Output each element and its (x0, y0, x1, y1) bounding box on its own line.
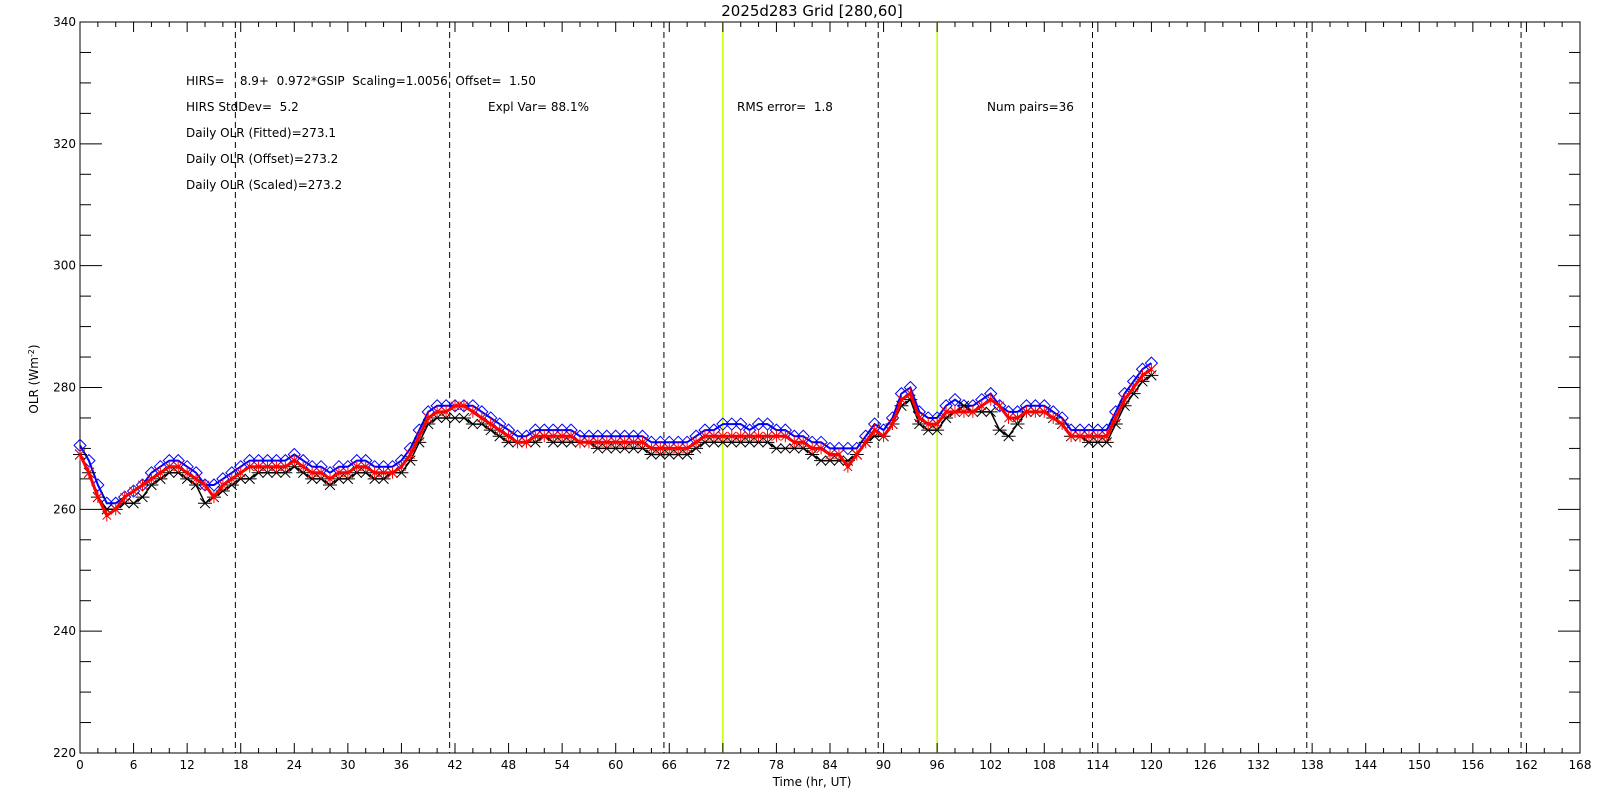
x-tick-label: 48 (501, 758, 516, 772)
y-axis-label-close: ) (27, 344, 41, 349)
x-tick-label: 18 (233, 758, 248, 772)
x-tick-label: 12 (180, 758, 195, 772)
y-axis-label-text: OLR (Wm (27, 357, 41, 414)
annotation-daily-scaled: Daily OLR (Scaled)=273.2 (186, 178, 342, 192)
annotation-rms-error: RMS error= 1.8 (737, 100, 833, 114)
y-axis-label: OLR (Wm-2) (27, 344, 42, 413)
fitted-point (751, 417, 766, 431)
x-tick-label: 96 (930, 758, 945, 772)
y-tick-label: 260 (53, 502, 76, 516)
y-tick-label: 240 (53, 624, 76, 638)
x-tick-label: 6 (130, 758, 138, 772)
annotation-regression: HIRS= 8.9+ 0.972*GSIP Scaling=1.0056 Off… (186, 74, 536, 88)
x-tick-label: 42 (447, 758, 462, 772)
plot-area: 0 6 12 18 24 30 36 42 48 54 60 66 72 78 84 90 96 102 108 11… (53, 15, 1591, 772)
annotation-daily-offset: Daily OLR (Offset)=273.2 (186, 152, 338, 166)
fitted-point (948, 392, 962, 407)
x-tick-label: 150 (1408, 758, 1431, 772)
annotation-expl-var: Expl Var= 88.1% (488, 100, 589, 114)
chart-title: 2025d283 Grid [280,60] (721, 2, 903, 20)
x-tick-label: 54 (555, 758, 570, 772)
x-axis-label: Time (hr, UT) (772, 775, 852, 789)
fitted-point (734, 417, 748, 431)
x-tick-label: 114 (1086, 758, 1109, 772)
x-tick-label: 108 (1033, 758, 1056, 772)
fitted-point (716, 417, 730, 431)
x-tick-label: 162 (1515, 758, 1538, 772)
fitted-point (725, 417, 739, 431)
x-tick-label: 84 (822, 758, 837, 772)
x-tick-label: 0 (76, 758, 84, 772)
x-tick-label: 126 (1194, 758, 1217, 772)
fitted-line (79, 362, 1152, 505)
x-tick-label: 30 (340, 758, 355, 772)
fitted-point (760, 417, 775, 431)
x-tick-label: 102 (979, 758, 1002, 772)
annotation-num-pairs: Num pairs=36 (987, 100, 1074, 114)
x-tick-label: 78 (769, 758, 784, 772)
y-tick-label: 280 (53, 381, 76, 395)
x-tick-label: 132 (1247, 758, 1270, 772)
offset-line (78, 367, 1153, 518)
x-tick-label: 138 (1301, 758, 1324, 772)
x-tick-label: 120 (1140, 758, 1163, 772)
x-tick-label: 36 (394, 758, 409, 772)
x-tick-label: 24 (287, 758, 302, 772)
x-tick-label: 156 (1461, 758, 1484, 772)
fitted-point (82, 453, 96, 468)
x-tick-label: 144 (1354, 758, 1377, 772)
x-tick-label: 168 (1569, 758, 1592, 772)
x-tick-label: 72 (715, 758, 730, 772)
y-tick-label: 300 (53, 259, 76, 273)
y-axis-label-superscript: -2 (27, 349, 36, 357)
annotation-stddev: HIRS StdDev= 5.2 (186, 100, 299, 114)
fitted-point (841, 441, 855, 456)
x-tick-label: 90 (876, 758, 891, 772)
y-tick-label: 340 (53, 15, 76, 29)
y-tick-label: 220 (53, 746, 76, 760)
annotation-daily-fitted: Daily OLR (Fitted)=273.1 (186, 126, 336, 140)
y-tick-label: 320 (53, 137, 76, 151)
x-tick-label: 60 (608, 758, 623, 772)
x-tick-label: 66 (662, 758, 677, 772)
